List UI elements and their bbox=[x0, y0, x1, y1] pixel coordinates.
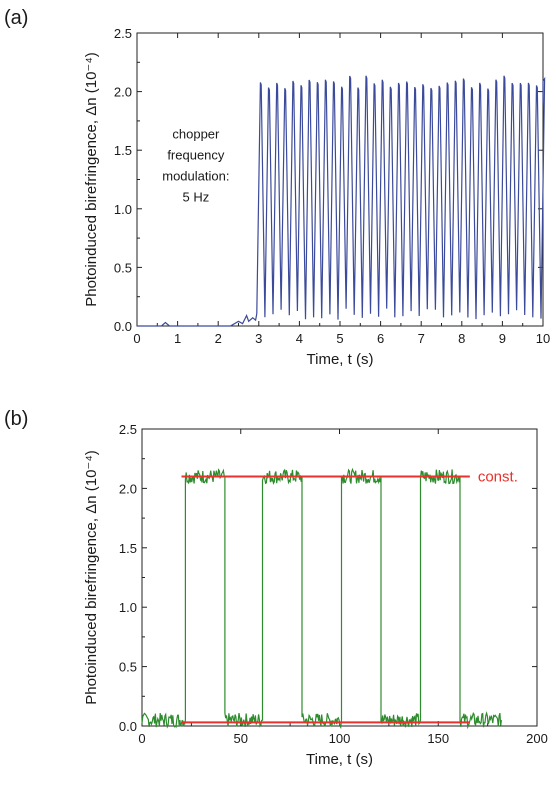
annotation-line: frequency bbox=[167, 147, 225, 162]
x-tick-label: 3 bbox=[255, 331, 262, 346]
y-tick-label: 1.5 bbox=[114, 143, 132, 158]
x-tick-label: 2 bbox=[215, 331, 222, 346]
x-tick-label: 150 bbox=[427, 731, 449, 746]
x-tick-label: 5 bbox=[336, 331, 343, 346]
x-tick-label: 4 bbox=[296, 331, 303, 346]
y-tick-label: 2.5 bbox=[114, 26, 132, 41]
panel-label-a: (a) bbox=[4, 7, 28, 29]
y-tick-label: 2.5 bbox=[119, 422, 137, 437]
series-line bbox=[142, 469, 501, 727]
y-tick-label: 0.0 bbox=[114, 319, 132, 334]
y-tick-label: 1.0 bbox=[119, 600, 137, 615]
x-tick-label: 200 bbox=[526, 731, 548, 746]
y-tick-label: 0.5 bbox=[114, 260, 132, 275]
x-tick-label: 7 bbox=[418, 331, 425, 346]
y-axis-label: Photoinduced birefringence, Δn (10⁻⁴) bbox=[83, 450, 100, 705]
y-tick-label: 2.0 bbox=[119, 481, 137, 496]
x-tick-label: 9 bbox=[499, 331, 506, 346]
x-tick-label: 8 bbox=[458, 331, 465, 346]
x-tick-label: 0 bbox=[138, 731, 145, 746]
annotation-line: modulation: bbox=[162, 168, 229, 183]
y-tick-label: 1.5 bbox=[119, 541, 137, 556]
x-tick-label: 1 bbox=[174, 331, 181, 346]
annotation-line: chopper bbox=[172, 126, 220, 141]
x-tick-label: 0 bbox=[133, 331, 140, 346]
y-tick-label: 1.0 bbox=[114, 202, 132, 217]
annotation-line: 5 Hz bbox=[183, 189, 210, 204]
y-tick-label: 2.0 bbox=[114, 85, 132, 100]
x-tick-label: 6 bbox=[377, 331, 384, 346]
y-tick-label: 0.0 bbox=[119, 719, 137, 734]
x-tick-label: 50 bbox=[234, 731, 248, 746]
panel-label-b: (b) bbox=[4, 408, 28, 430]
y-axis-label: Photoinduced birefringence, Δn (10⁻⁴) bbox=[83, 52, 100, 307]
x-axis-label: Time, t (s) bbox=[307, 351, 374, 368]
x-tick-label: 10 bbox=[536, 331, 550, 346]
y-tick-label: 0.5 bbox=[119, 660, 137, 675]
const-label: const. bbox=[478, 469, 518, 486]
x-axis-label: Time, t (s) bbox=[306, 751, 373, 768]
x-tick-label: 100 bbox=[329, 731, 351, 746]
